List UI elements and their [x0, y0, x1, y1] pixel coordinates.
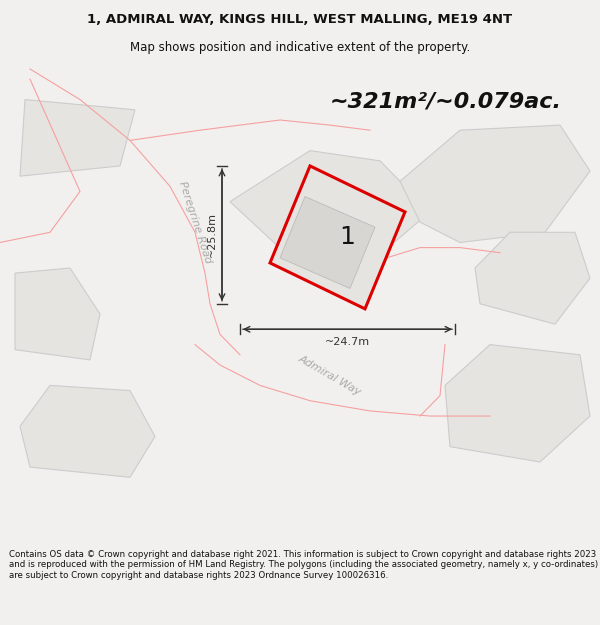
Polygon shape	[280, 196, 375, 289]
Polygon shape	[445, 344, 590, 462]
Text: 1: 1	[340, 226, 355, 249]
Polygon shape	[230, 151, 430, 263]
Text: Map shows position and indicative extent of the property.: Map shows position and indicative extent…	[130, 41, 470, 54]
Polygon shape	[20, 99, 135, 176]
Text: 1, ADMIRAL WAY, KINGS HILL, WEST MALLING, ME19 4NT: 1, ADMIRAL WAY, KINGS HILL, WEST MALLING…	[88, 13, 512, 26]
Text: Admiral Way: Admiral Way	[297, 353, 363, 398]
Polygon shape	[15, 268, 100, 360]
Text: ~24.7m: ~24.7m	[325, 338, 370, 348]
Text: ~25.8m: ~25.8m	[207, 213, 217, 258]
Text: Contains OS data © Crown copyright and database right 2021. This information is : Contains OS data © Crown copyright and d…	[9, 550, 598, 580]
Polygon shape	[400, 125, 590, 242]
Polygon shape	[20, 386, 155, 478]
Polygon shape	[270, 166, 405, 309]
Polygon shape	[475, 232, 590, 324]
Text: Peregrine Road: Peregrine Road	[177, 180, 213, 264]
Text: ~321m²/~0.079ac.: ~321m²/~0.079ac.	[330, 91, 562, 111]
